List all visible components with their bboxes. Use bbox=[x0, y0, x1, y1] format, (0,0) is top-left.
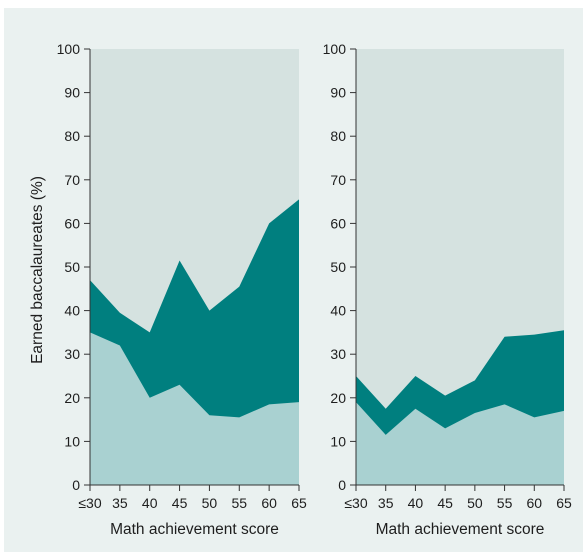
y-tick-label: 100 bbox=[57, 41, 81, 57]
y-tick-label: 80 bbox=[330, 128, 346, 144]
y-tick-label: 50 bbox=[64, 259, 80, 275]
figure-frame: Earned baccalaureates (%) 0 10 20 30 40 50 60 7… bbox=[4, 8, 583, 552]
x-tick-label: 35 bbox=[112, 495, 128, 511]
y-tick-label: 50 bbox=[330, 259, 346, 275]
x-tick-label: 40 bbox=[408, 495, 424, 511]
x-tick-label: 60 bbox=[261, 495, 277, 511]
y-tick-label: 0 bbox=[72, 477, 80, 493]
x-tick-label: 35 bbox=[378, 495, 394, 511]
x-tick-label: 60 bbox=[526, 495, 542, 511]
y-tick-label: 70 bbox=[64, 172, 80, 188]
y-tick-label: 90 bbox=[64, 85, 80, 101]
y-tick-label: 0 bbox=[338, 477, 346, 493]
x-axis-label: Math achievement score bbox=[110, 521, 279, 538]
y-tick-label: 80 bbox=[64, 128, 80, 144]
x-tick-label: 50 bbox=[467, 495, 483, 511]
x-tick-label: ≤30 bbox=[344, 495, 367, 511]
y-axis-label: Earned baccalaureates (%) bbox=[29, 176, 46, 364]
y-tick-label: 40 bbox=[330, 303, 346, 319]
x-axis-label: Math achievement score bbox=[376, 521, 545, 538]
x-tick-label: 55 bbox=[231, 495, 247, 511]
y-tick-label: 10 bbox=[330, 433, 346, 449]
y-tick-label: 60 bbox=[64, 215, 80, 231]
x-tick-label: 55 bbox=[497, 495, 513, 511]
area-lower bbox=[356, 402, 564, 485]
y-tick-label: 70 bbox=[330, 172, 346, 188]
y-tick-label: 20 bbox=[64, 390, 80, 406]
y-tick-label: 60 bbox=[330, 215, 346, 231]
x-tick-label: 45 bbox=[437, 495, 453, 511]
x-tick-label: 50 bbox=[202, 495, 218, 511]
panel-left: 0 10 20 30 40 50 60 70 80 90 100 ≤30 35 40 45 50 55 60 65 M… bbox=[57, 41, 307, 538]
x-tick-label: 40 bbox=[142, 495, 158, 511]
y-tick-label: 10 bbox=[64, 433, 80, 449]
x-tick-label: 65 bbox=[556, 495, 572, 511]
y-tick-label: 100 bbox=[323, 41, 347, 57]
y-tick-label: 40 bbox=[64, 303, 80, 319]
y-tick-label: 90 bbox=[330, 85, 346, 101]
chart-figure: Earned baccalaureates (%) 0 10 20 30 40 50 60 7… bbox=[29, 41, 572, 538]
y-tick-label: 20 bbox=[330, 390, 346, 406]
x-tick-label: 45 bbox=[172, 495, 188, 511]
y-tick-label: 30 bbox=[330, 346, 346, 362]
area-lower bbox=[90, 332, 299, 485]
y-tick-label: 30 bbox=[64, 346, 80, 362]
x-tick-label: ≤30 bbox=[78, 495, 101, 511]
panel-right: 0 10 20 30 40 50 60 70 80 90 100 ≤30 35 40 45 50 55 60 65 M… bbox=[323, 41, 572, 538]
x-tick-label: 65 bbox=[291, 495, 307, 511]
